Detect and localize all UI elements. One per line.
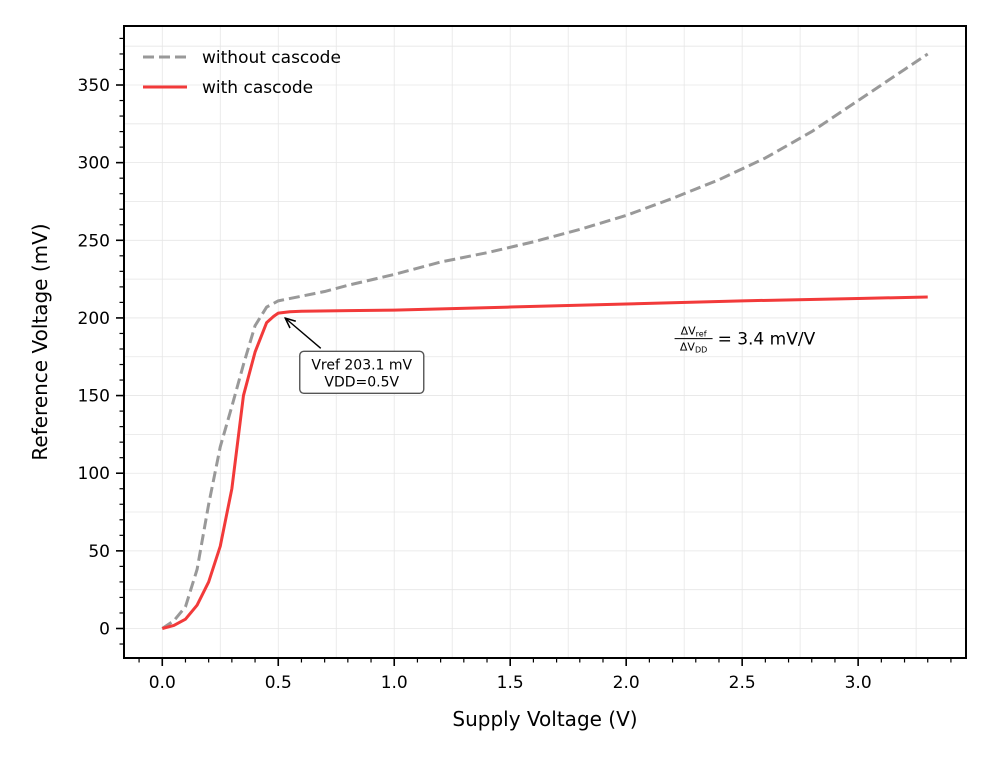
grid <box>124 26 966 658</box>
y-axis-label: Reference Voltage (mV) <box>28 223 52 460</box>
formula-denominator: ΔVDD <box>680 341 707 355</box>
x-tick-label: 1.5 <box>497 673 524 693</box>
y-tick-label: 50 <box>88 542 110 562</box>
legend-label: with cascode <box>202 78 313 98</box>
x-tick-label: 1.0 <box>381 673 408 693</box>
y-tick-label: 250 <box>78 231 110 251</box>
formula-numerator: ΔVref <box>681 325 707 339</box>
formula-numerator-sub: ref <box>696 330 707 339</box>
series-layer <box>161 52 929 630</box>
plot-frame <box>123 25 967 659</box>
series-with-cascode <box>161 295 928 630</box>
x-tick-label: 0.5 <box>265 673 292 693</box>
annotation-box <box>299 350 425 394</box>
x-axis-label: Supply Voltage (V) <box>452 707 637 731</box>
y-tick-label: 150 <box>78 387 110 407</box>
y-tick-label: 100 <box>78 464 110 484</box>
annotation-arrow <box>285 318 322 349</box>
y-tick-label: 350 <box>78 76 110 96</box>
y-tick-label: 300 <box>78 154 110 174</box>
y-tick-label: 0 <box>99 619 110 639</box>
y-tick-label: 200 <box>78 309 110 329</box>
x-tick-label: 2.5 <box>729 673 756 693</box>
annotation-label-line: Vref 203.1 mV <box>311 357 412 373</box>
formula-denominator-sub: DD <box>695 346 707 355</box>
x-tick-label: 2.0 <box>613 673 640 693</box>
x-tick-label: 0.0 <box>149 673 176 693</box>
legend: without cascode with cascode <box>143 48 341 98</box>
x-tick-label: 3.0 <box>845 673 872 693</box>
annotation-label-line: VDD=0.5V <box>324 374 399 390</box>
legend-label: without cascode <box>202 48 341 68</box>
tick-layer: 0.0 0.5 1.0 1.5 2.0 2.5 3.0 0 50 100 150 200 250 300 3… <box>78 37 952 693</box>
formula-value: = 3.4 mV/V <box>718 330 816 350</box>
series-without-cascode <box>161 52 929 630</box>
